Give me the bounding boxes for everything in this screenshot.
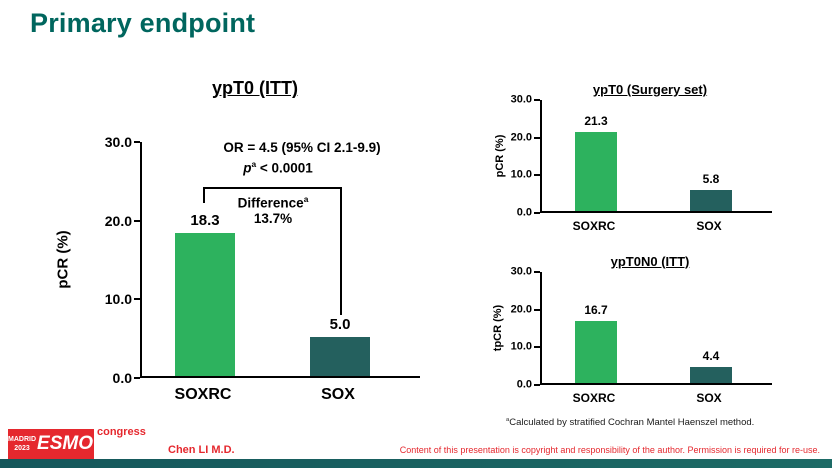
tick-mark [534, 346, 540, 349]
bracket-left-line [203, 187, 205, 203]
logo-brand: ESMO [37, 433, 93, 454]
tick-mark [534, 271, 540, 273]
main-or-annotation: OR = 4.5 (95% CI 2.1-9.9) [223, 140, 381, 155]
main-bar-soxrc: 18.3 [175, 142, 235, 376]
tick-label: 0.0 [516, 206, 532, 219]
bar-value-label: 18.3 [190, 212, 220, 230]
bar-value-label: 5.0 [329, 316, 351, 334]
tick-mark [534, 212, 540, 214]
tick-mark [134, 377, 140, 379]
tick-label: 10.0 [104, 291, 132, 308]
author-name: Chen LI M.D. [168, 444, 235, 456]
tick-mark [134, 298, 140, 301]
tick-mark [134, 141, 140, 143]
tick-label: 20.0 [104, 212, 132, 229]
surgery-chart-title: ypT0 (Surgery set) [592, 82, 708, 97]
main-chart-title: ypT0 (ITT) [212, 78, 298, 98]
surgery-category-sox: SOX [696, 219, 722, 233]
tick-mark [534, 308, 540, 311]
esmo-logo-city-box: MADRID 2023 [8, 429, 36, 459]
copyright-notice: Content of this presentation is copyrigh… [399, 445, 820, 455]
main-y-axis-label: pCR (%) [54, 230, 72, 289]
bar-rect [690, 189, 732, 211]
tpcr-category-sox: SOX [696, 391, 722, 405]
difference-annotation: Differencea 13.7% [222, 194, 324, 226]
surgery-chart-plot: 21.3 5.8 [540, 100, 772, 213]
tick-label: 10.0 [510, 168, 532, 181]
main-p-annotation: pa < 0.0001 [188, 159, 368, 176]
tick-label: 30.0 [510, 265, 532, 278]
bar-rect [575, 132, 617, 211]
main-category-soxrc: SOXRC [174, 386, 232, 403]
main-bar-sox: 5.0 [310, 142, 370, 376]
slide-title: Primary endpoint [30, 8, 256, 38]
tpcr-bar-sox: 4.4 [690, 272, 732, 383]
tick-mark [534, 174, 540, 177]
p-value-text: < 0.0001 [256, 160, 313, 176]
bar-rect [575, 321, 617, 383]
bar-value-label: 21.3 [584, 114, 608, 129]
tick-mark [534, 136, 540, 139]
footnote: aCalculated by stratified Cochran Mantel… [506, 417, 754, 428]
bar-value-label: 16.7 [584, 303, 608, 318]
main-category-sox: SOX [321, 386, 355, 403]
tick-mark [534, 99, 540, 101]
tick-label: 20.0 [510, 131, 532, 144]
footnote-text: Calculated by stratified Cochran Mantel … [509, 417, 755, 429]
bar-rect [175, 233, 235, 376]
bar-rect [690, 366, 732, 383]
logo-year: 2023 [14, 445, 30, 452]
footer-bar [0, 459, 832, 468]
esmo-logo: MADRID 2023 ESMO [8, 429, 94, 459]
tpcr-y-axis-tickmarks [534, 271, 540, 386]
bar-rect [310, 337, 370, 376]
difference-label: Differencea [237, 194, 309, 211]
surgery-bar-soxrc: 21.3 [575, 100, 617, 211]
bar-value-label: 5.8 [702, 171, 720, 186]
esmo-logo-brand-box: ESMO [36, 429, 94, 459]
tpcr-chart-plot: 16.7 4.4 [540, 272, 772, 385]
tick-label: 30.0 [510, 93, 532, 106]
surgery-bar-sox: 5.8 [690, 100, 732, 211]
tpcr-y-axis-ticks: 30.0 20.0 10.0 0.0 [500, 266, 532, 390]
p-symbol: p [243, 160, 252, 176]
tick-label: 0.0 [112, 370, 132, 386]
footnote-superscript: a [506, 417, 510, 423]
p-superscript: a [251, 159, 257, 169]
surgery-y-axis-ticks: 30.0 20.0 10.0 0.0 [500, 94, 532, 218]
logo-city: MADRID [8, 435, 36, 443]
surgery-y-axis-tickmarks [534, 99, 540, 214]
tick-mark [534, 384, 540, 386]
surgery-category-soxrc: SOXRC [572, 219, 616, 233]
main-y-axis-tickmarks [134, 141, 140, 379]
main-y-axis-ticks: 30.0 20.0 10.0 0.0 [86, 135, 132, 385]
main-chart-plot: 18.3 5.0 [140, 142, 420, 378]
tick-label: 0.0 [516, 378, 532, 391]
tick-label: 30.0 [104, 134, 132, 150]
bar-value-label: 4.4 [702, 348, 720, 363]
tick-label: 20.0 [510, 303, 532, 316]
tpcr-category-soxrc: SOXRC [572, 391, 616, 405]
tpcr-chart-title: ypT0N0 (ITT) [610, 254, 690, 269]
bracket-horizontal-line [203, 187, 342, 189]
tick-label: 10.0 [510, 340, 532, 353]
logo-congress-text: congress [97, 426, 146, 438]
difference-value: 13.7% [253, 210, 293, 226]
tpcr-bar-soxrc: 16.7 [575, 272, 617, 383]
bracket-right-line [340, 187, 342, 315]
tick-mark [134, 219, 140, 222]
